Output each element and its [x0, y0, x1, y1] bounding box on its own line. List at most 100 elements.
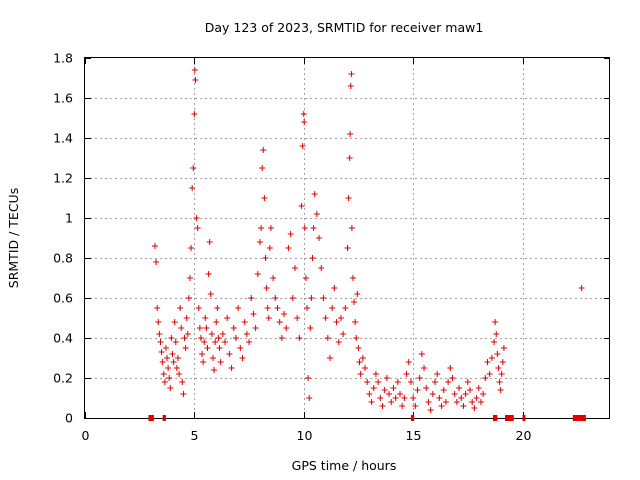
- data-point: [292, 265, 298, 271]
- data-point: [453, 399, 460, 405]
- data-point: [283, 325, 290, 331]
- data-point: [434, 371, 441, 377]
- data-point: [494, 351, 501, 357]
- data-point: [492, 319, 499, 325]
- data-point: [173, 365, 180, 371]
- data-point: [469, 399, 476, 405]
- data-point: [331, 285, 338, 291]
- data-point: [265, 315, 272, 321]
- data-point: [171, 319, 178, 325]
- data-point: [199, 351, 206, 357]
- data-point: [243, 331, 250, 337]
- data-point: [403, 371, 410, 377]
- data-point: [261, 195, 268, 201]
- data-point: [252, 325, 259, 331]
- data-point: [190, 165, 197, 171]
- data-point: [356, 359, 363, 365]
- data-point: [278, 335, 285, 341]
- data-point: [300, 111, 307, 117]
- data-point: [287, 231, 294, 237]
- data-point: [354, 291, 361, 297]
- data-point: [347, 131, 354, 137]
- data-point: [311, 191, 318, 197]
- data-point: [222, 339, 228, 345]
- data-point: [191, 111, 198, 117]
- ticks-layer: [85, 58, 610, 419]
- data-point: [372, 371, 379, 377]
- gap-marker: [148, 415, 154, 421]
- data-point: [497, 387, 504, 393]
- data-point: [209, 355, 216, 361]
- data-point: [392, 395, 399, 401]
- data-point: [438, 403, 445, 409]
- data-point: [232, 335, 239, 341]
- data-point: [154, 305, 161, 311]
- data-point: [436, 395, 443, 401]
- data-point: [205, 271, 212, 277]
- data-point: [416, 375, 423, 381]
- data-point: [254, 271, 261, 277]
- data-point: [285, 245, 292, 251]
- data-point: [493, 331, 500, 337]
- data-point: [153, 259, 160, 265]
- data-point: [495, 365, 502, 371]
- gap-marker: [410, 415, 415, 421]
- gap-marker: [162, 415, 166, 421]
- data-point: [333, 319, 340, 325]
- data-point: [383, 375, 390, 381]
- data-point: [375, 379, 382, 385]
- data-point: [235, 305, 242, 311]
- data-point: [578, 285, 585, 291]
- data-point: [200, 359, 207, 365]
- data-point: [304, 305, 311, 311]
- data-point: [412, 403, 419, 409]
- data-point: [320, 295, 327, 301]
- data-point: [423, 385, 430, 391]
- chart-title: Day 123 of 2023, SRMTID for receiver maw…: [205, 20, 484, 35]
- data-point: [270, 275, 277, 281]
- data-point: [219, 331, 226, 337]
- plot-frame: [84, 57, 610, 419]
- data-point: [414, 387, 421, 393]
- data-point: [309, 255, 316, 261]
- data-point: [161, 379, 168, 385]
- data-point: [488, 355, 495, 361]
- data-point: [193, 215, 200, 221]
- data-point: [324, 335, 331, 341]
- x-tick-label: 20: [516, 428, 532, 443]
- data-point: [477, 399, 484, 405]
- data-point: [184, 331, 191, 337]
- data-point: [179, 379, 186, 385]
- data-point: [196, 325, 203, 331]
- data-point: [189, 185, 196, 191]
- y-tick-label: 1.6: [53, 91, 73, 106]
- data-point: [272, 295, 279, 301]
- data-point: [267, 225, 274, 231]
- y-tick-label: 1: [65, 211, 73, 226]
- data-point: [160, 371, 167, 377]
- data-point: [301, 225, 308, 231]
- data-point: [418, 351, 425, 357]
- data-point: [195, 305, 202, 311]
- data-point: [212, 339, 219, 345]
- data-point: [164, 355, 171, 361]
- data-point: [204, 345, 211, 351]
- data-point: [191, 67, 198, 73]
- data-point: [427, 407, 434, 413]
- data-point: [368, 399, 375, 405]
- data-point: [192, 77, 199, 83]
- x-tick-label: 5: [191, 428, 199, 443]
- data-point: [166, 375, 173, 381]
- data-point: [462, 391, 469, 397]
- data-point: [351, 299, 358, 305]
- data-point: [353, 335, 360, 341]
- data-point: [169, 351, 176, 357]
- data-point: [348, 71, 355, 77]
- data-point: [307, 325, 314, 331]
- data-point: [491, 339, 498, 345]
- data-point: [274, 305, 281, 311]
- data-point: [214, 305, 221, 311]
- data-point: [456, 385, 463, 391]
- data-point: [174, 355, 181, 361]
- data-point: [162, 345, 169, 351]
